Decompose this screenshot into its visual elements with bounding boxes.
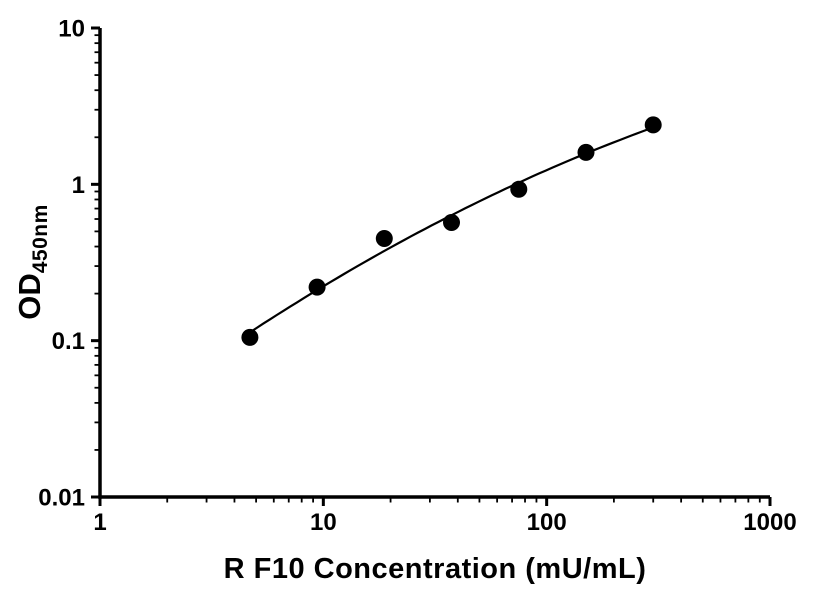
data-point — [308, 278, 326, 296]
y-tick-label: 1 — [72, 172, 85, 199]
x-axis-ticks: 1 10 100 1000 — [93, 497, 797, 536]
data-point — [241, 328, 259, 346]
data-point — [644, 116, 662, 134]
data-point — [375, 230, 393, 247]
data-point — [510, 180, 528, 198]
y-tick-label: 0.1 — [52, 328, 85, 355]
x-tick-label: 10 — [310, 509, 337, 536]
x-axis-title: R F10 Concentration (mU/mL) — [223, 553, 647, 585]
x-tick-label: 1000 — [743, 509, 796, 536]
y-axis-title-main: OD — [12, 273, 47, 320]
data-points — [241, 116, 662, 346]
y-axis-title-subscript: 450nm — [29, 204, 52, 274]
y-tick-label: 10 — [58, 16, 85, 43]
x-tick-label: 100 — [527, 509, 567, 536]
x-tick-label: 1 — [93, 509, 106, 536]
data-point — [577, 143, 595, 161]
data-point — [443, 214, 460, 231]
y-axis-ticks: 0.01 0.1 1 10 — [38, 16, 100, 512]
y-tick-label: 0.01 — [38, 485, 85, 512]
y-axis-title: OD450nm — [8, 12, 52, 512]
axes — [98, 28, 770, 499]
